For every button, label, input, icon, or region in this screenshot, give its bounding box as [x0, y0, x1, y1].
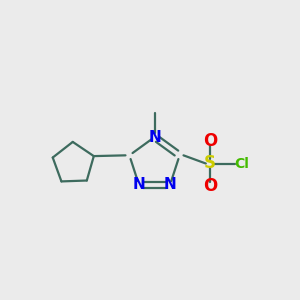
Text: Cl: Cl [234, 157, 249, 170]
Text: O: O [203, 132, 217, 150]
Text: N: N [133, 177, 146, 192]
Text: N: N [164, 177, 176, 192]
Text: O: O [203, 177, 217, 195]
Text: S: S [204, 154, 216, 172]
Text: N: N [148, 130, 161, 145]
